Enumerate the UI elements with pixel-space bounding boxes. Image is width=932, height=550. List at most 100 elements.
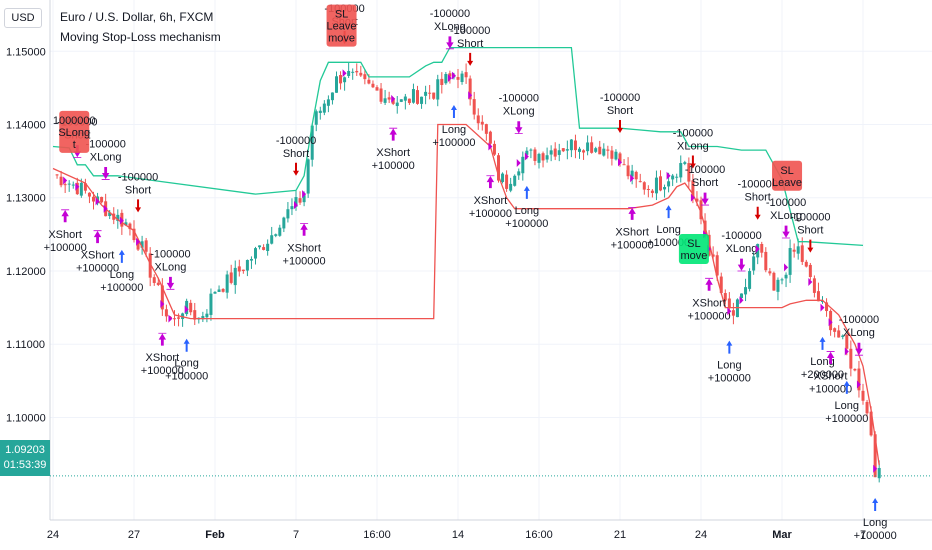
candle-body[interactable]: [723, 293, 727, 301]
candle-body[interactable]: [484, 124, 488, 134]
candle-body[interactable]: [347, 70, 351, 76]
candle-body[interactable]: [387, 97, 391, 100]
candle-body[interactable]: [67, 183, 71, 185]
candle-body[interactable]: [853, 368, 857, 371]
candle-body[interactable]: [87, 192, 91, 197]
candle-body[interactable]: [582, 150, 586, 153]
candle-body[interactable]: [383, 98, 387, 103]
candle-body[interactable]: [748, 271, 752, 289]
candle-body[interactable]: [659, 176, 662, 191]
candle-body[interactable]: [825, 302, 829, 312]
candle-body[interactable]: [343, 77, 347, 83]
candle-body[interactable]: [278, 227, 282, 236]
candle-body[interactable]: [642, 182, 646, 190]
candle-body[interactable]: [796, 246, 800, 254]
candle-body[interactable]: [177, 317, 181, 319]
candle-body[interactable]: [124, 222, 128, 226]
candle-body[interactable]: [472, 99, 476, 115]
candle-body[interactable]: [351, 71, 355, 73]
candle-body[interactable]: [594, 148, 598, 152]
candle-body[interactable]: [193, 310, 197, 320]
candle-body[interactable]: [128, 223, 132, 230]
candle-body[interactable]: [221, 288, 225, 292]
candle-body[interactable]: [136, 240, 140, 250]
candle-body[interactable]: [92, 196, 95, 202]
candle-body[interactable]: [480, 121, 484, 125]
candle-body[interactable]: [375, 87, 379, 91]
candle-body[interactable]: [416, 90, 419, 104]
candle-body[interactable]: [521, 156, 525, 174]
candle-body[interactable]: [302, 195, 306, 203]
candle-body[interactable]: [237, 266, 241, 272]
candle-body[interactable]: [638, 181, 642, 183]
candle-body[interactable]: [679, 163, 683, 178]
candle-body[interactable]: [837, 330, 841, 338]
candle-body[interactable]: [784, 274, 788, 279]
candle-body[interactable]: [335, 76, 338, 93]
candle-body[interactable]: [561, 148, 565, 152]
candle-body[interactable]: [812, 278, 816, 293]
candle-body[interactable]: [549, 150, 553, 155]
candle-body[interactable]: [83, 183, 87, 191]
candle-body[interactable]: [432, 92, 436, 99]
candle-body[interactable]: [509, 183, 513, 191]
candle-body[interactable]: [100, 196, 104, 203]
candle-body[interactable]: [245, 260, 249, 271]
candle-body[interactable]: [545, 155, 549, 160]
candle-body[interactable]: [857, 368, 861, 391]
candle-body[interactable]: [630, 170, 634, 177]
candle-body[interactable]: [205, 313, 209, 318]
candle-body[interactable]: [391, 98, 395, 104]
candle-body[interactable]: [428, 92, 432, 94]
candle-body[interactable]: [403, 96, 407, 101]
candle-body[interactable]: [274, 234, 278, 236]
candle-body[interactable]: [116, 214, 120, 221]
candle-body[interactable]: [322, 103, 326, 113]
candle-body[interactable]: [553, 148, 557, 157]
candle-body[interactable]: [201, 316, 205, 320]
candle-body[interactable]: [505, 174, 509, 189]
candle-body[interactable]: [650, 190, 654, 193]
candle-body[interactable]: [310, 125, 314, 160]
candle-body[interactable]: [740, 293, 743, 299]
candle-body[interactable]: [683, 162, 687, 164]
candle-body[interactable]: [513, 175, 517, 186]
candle-body[interactable]: [517, 171, 521, 176]
candle-body[interactable]: [764, 251, 768, 271]
candle-body[interactable]: [399, 99, 403, 102]
candle-body[interactable]: [189, 302, 193, 313]
candle-body[interactable]: [602, 148, 606, 156]
candle-body[interactable]: [707, 234, 711, 256]
candle-body[interactable]: [622, 164, 626, 166]
candle-body[interactable]: [258, 245, 262, 248]
candle-body[interactable]: [687, 163, 691, 182]
candle-body[interactable]: [132, 228, 136, 241]
candle-body[interactable]: [456, 77, 460, 80]
candle-body[interactable]: [719, 276, 723, 293]
candle-body[interactable]: [529, 149, 533, 151]
candle-body[interactable]: [229, 272, 233, 283]
candle-body[interactable]: [282, 217, 286, 229]
candle-body[interactable]: [444, 74, 448, 84]
candle-body[interactable]: [821, 300, 824, 302]
candle-body[interactable]: [699, 200, 703, 220]
candle-body[interactable]: [865, 401, 869, 414]
candle-body[interactable]: [565, 149, 569, 151]
candle-body[interactable]: [772, 272, 776, 291]
candle-body[interactable]: [804, 261, 808, 267]
candle-body[interactable]: [359, 72, 363, 76]
candle-body[interactable]: [727, 298, 731, 309]
candle-body[interactable]: [411, 89, 415, 103]
candle-body[interactable]: [440, 78, 444, 85]
candle-body[interactable]: [241, 269, 245, 272]
candle-body[interactable]: [326, 99, 330, 106]
candle-body[interactable]: [792, 249, 796, 252]
candle-body[interactable]: [768, 271, 772, 274]
candle-body[interactable]: [557, 150, 561, 155]
candle-body[interactable]: [306, 159, 310, 194]
candle-body[interactable]: [663, 187, 667, 190]
candle-body[interactable]: [541, 153, 545, 161]
candle-body[interactable]: [776, 279, 780, 292]
candle-body[interactable]: [286, 209, 290, 219]
candle-body[interactable]: [869, 411, 873, 436]
